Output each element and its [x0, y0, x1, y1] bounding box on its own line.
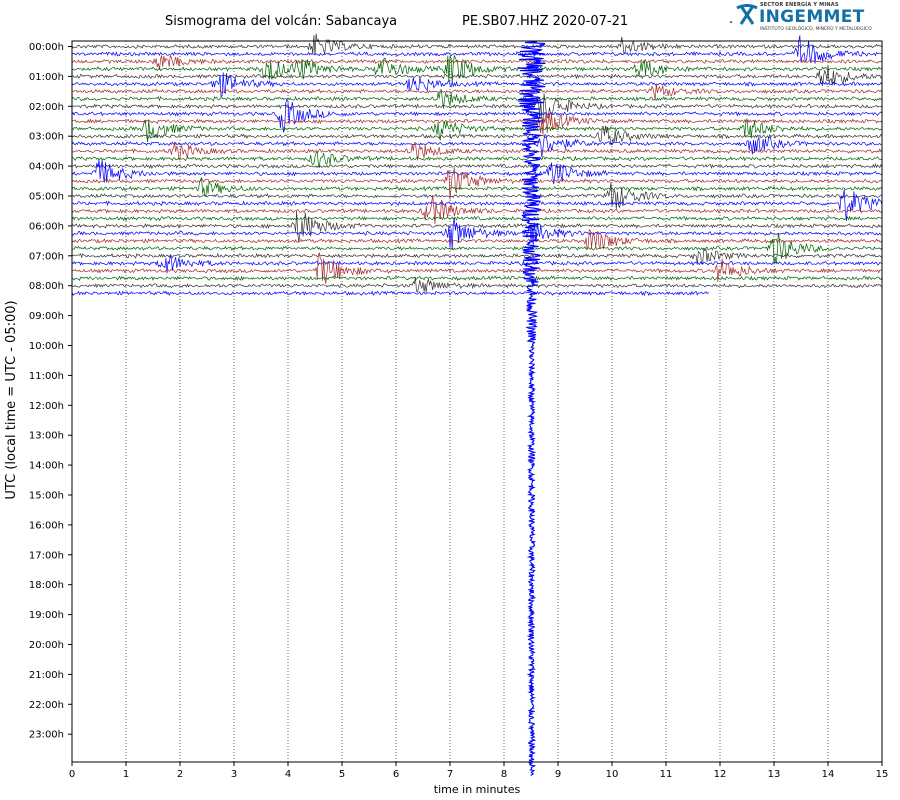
y-tick-label: 14:00h — [29, 461, 64, 472]
x-tick-label: 13 — [768, 769, 781, 780]
x-tick-label: 10 — [606, 769, 619, 780]
y-tick-label: 00:00h — [29, 42, 64, 53]
trace-line — [71, 133, 883, 157]
x-tick-label: 12 — [714, 769, 727, 780]
trace-line — [71, 33, 883, 56]
x-tick-label: 9 — [555, 769, 561, 780]
y-tick-label: 16:00h — [29, 520, 64, 531]
plot-frame — [71, 40, 883, 763]
trace-line — [71, 142, 883, 161]
y-tick-label: 17:00h — [29, 550, 64, 561]
y-tick-label: 11:00h — [29, 371, 64, 382]
trace-line — [71, 159, 883, 185]
trace-line — [71, 215, 883, 222]
x-tick-label: 3 — [231, 769, 237, 780]
x-tick-label: 2 — [177, 769, 183, 780]
trace-line — [71, 255, 883, 274]
logo-top-text: SECTOR ENERGÍA Y MINAS — [760, 2, 839, 8]
trace-line — [72, 276, 883, 293]
y-tick-label: 13:00h — [29, 431, 64, 442]
title-dot: . — [729, 12, 734, 27]
trace-line — [71, 176, 883, 198]
trace-line — [71, 150, 883, 168]
x-tick-label: 7 — [447, 769, 453, 780]
x-tick-label: 5 — [339, 769, 345, 780]
y-tick-label: 21:00h — [29, 670, 64, 681]
y-tick-label: 20:00h — [29, 640, 64, 651]
x-tick-label: 15 — [876, 769, 889, 780]
y-tick-label: 15:00h — [29, 491, 64, 502]
pickaxe-icon — [736, 4, 758, 25]
trace-line — [71, 252, 883, 284]
large-event-trace — [517, 40, 546, 776]
trace-line — [71, 275, 883, 282]
y-tick-label: 18:00h — [29, 580, 64, 591]
trace-line — [71, 232, 883, 265]
y-tick-label: 06:00h — [29, 221, 64, 232]
trace-line — [71, 182, 882, 210]
y-tick-label: 23:00h — [29, 730, 64, 741]
y-tick-label: 10:00h — [29, 341, 64, 352]
y-tick-label: 09:00h — [29, 311, 64, 322]
logo-name: INGEMMET — [759, 7, 865, 27]
trace-layer — [71, 33, 883, 776]
trace-line — [71, 248, 883, 265]
trace-line — [71, 163, 883, 169]
y-tick-label: 05:00h — [29, 192, 64, 203]
trace-line — [71, 98, 883, 133]
trace-line — [71, 93, 883, 124]
y-tick-label: 19:00h — [29, 610, 64, 621]
trace-line — [71, 54, 883, 70]
x-tick-label: 0 — [69, 769, 75, 780]
y-tick-label: 08:00h — [29, 281, 64, 292]
x-tick-label: 1 — [123, 769, 129, 780]
y-tick-label: 12:00h — [29, 401, 64, 412]
ingemmet-logo: SECTOR ENERGÍA Y MINAS INGEMMET INSTITUT… — [733, 2, 883, 36]
y-axis-label: UTC (local time = UTC - 05:00) — [4, 300, 19, 499]
y-tick-label: 04:00h — [29, 162, 64, 173]
y-tick-label: 01:00h — [29, 72, 64, 83]
x-tick-label: 4 — [285, 769, 291, 780]
y-tick-label: 02:00h — [29, 102, 64, 113]
trace-line — [72, 83, 883, 100]
trace-line — [71, 54, 883, 84]
trace-line — [71, 217, 883, 250]
y-tick-label: 07:00h — [29, 251, 64, 262]
x-tick-label: 6 — [393, 769, 399, 780]
x-axis-label: time in minutes — [434, 783, 521, 796]
x-tick-label: 11 — [660, 769, 673, 780]
y-tick-label: 03:00h — [29, 132, 64, 143]
trace-line — [72, 189, 883, 222]
trace-line — [71, 228, 883, 250]
x-tick-label: 8 — [501, 769, 507, 780]
y-tick-label: 22:00h — [29, 700, 64, 711]
trace-line — [71, 290, 710, 297]
trace-line — [71, 117, 883, 143]
trace-line — [71, 125, 883, 146]
trace-line — [71, 72, 883, 98]
x-tick-label: 14 — [822, 769, 835, 780]
trace-line — [71, 64, 883, 87]
trace-line — [71, 210, 883, 243]
trace-line — [71, 167, 883, 200]
chart-title-station: PE.SB07.HHZ 2020-07-21 — [462, 14, 629, 29]
logo-sub-text: INSTITUTO GEOLÓGICO, MINERO Y METALÚRGIC… — [760, 27, 872, 32]
grid-layer — [125, 41, 829, 762]
chart-title-volcano: Sismograma del volcán: Sabancaya — [165, 14, 398, 29]
trace-line — [71, 89, 883, 109]
trace-line — [71, 195, 883, 225]
trace-line — [71, 35, 883, 64]
axis-layer: 0 1 2 3 4 5 6 7 8 9 10 11 12 13 14 1500:00h01:00h02:00h… — [4, 40, 889, 796]
